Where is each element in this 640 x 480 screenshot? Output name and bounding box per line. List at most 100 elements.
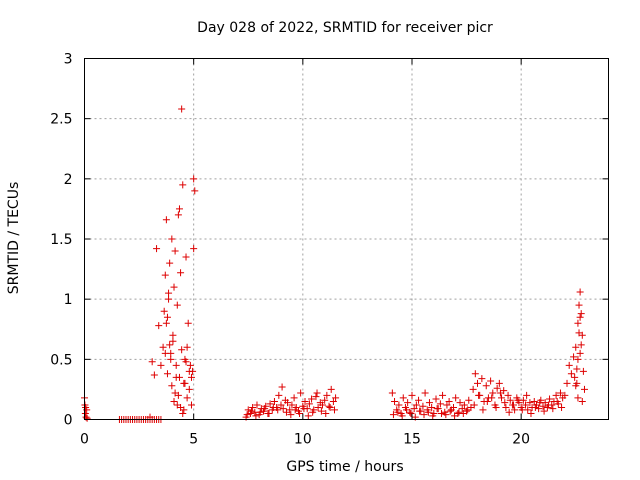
data-point bbox=[175, 205, 183, 213]
chart-title: Day 028 of 2022, SRMTID for receiver pic… bbox=[197, 20, 493, 36]
x-tick-label: 20 bbox=[512, 432, 530, 448]
data-point bbox=[442, 411, 450, 419]
y-tick-label: 3 bbox=[64, 52, 73, 68]
data-point bbox=[253, 401, 261, 409]
data-point bbox=[288, 401, 296, 409]
data-point bbox=[535, 405, 543, 413]
data-point bbox=[304, 412, 312, 420]
data-point bbox=[530, 397, 538, 405]
data-point bbox=[191, 187, 199, 195]
data-point bbox=[496, 389, 504, 397]
data-point bbox=[424, 408, 432, 416]
data-point bbox=[278, 383, 286, 391]
data-point bbox=[261, 405, 269, 413]
data-point bbox=[165, 289, 173, 297]
data-point bbox=[175, 373, 183, 381]
data-point bbox=[455, 408, 463, 416]
data-point bbox=[408, 391, 416, 399]
data-point bbox=[282, 408, 290, 416]
data-point bbox=[329, 397, 337, 405]
data-point bbox=[270, 397, 278, 405]
data-point bbox=[479, 406, 487, 414]
data-point bbox=[449, 403, 457, 411]
data-point bbox=[183, 394, 191, 402]
data-point bbox=[181, 379, 189, 387]
data-point bbox=[187, 373, 195, 381]
data-point bbox=[169, 337, 177, 345]
data-point bbox=[540, 407, 548, 415]
data-point bbox=[522, 401, 530, 409]
data-point bbox=[410, 405, 418, 413]
data-point bbox=[182, 253, 190, 261]
data-point bbox=[248, 407, 256, 415]
data-point bbox=[407, 409, 415, 417]
y-tick-label: 1.5 bbox=[50, 232, 72, 248]
data-point bbox=[178, 105, 186, 113]
data-point bbox=[182, 358, 190, 366]
data-point bbox=[432, 395, 440, 403]
data-point bbox=[323, 391, 331, 399]
data-point bbox=[279, 405, 287, 413]
data-point bbox=[148, 358, 156, 366]
data-point bbox=[580, 385, 588, 393]
data-point bbox=[153, 245, 161, 253]
data-point bbox=[549, 405, 557, 413]
data-point bbox=[416, 407, 424, 415]
data-point bbox=[322, 409, 330, 417]
data-point bbox=[502, 403, 510, 411]
data-point bbox=[190, 175, 198, 183]
data-point bbox=[575, 329, 583, 337]
data-point bbox=[428, 403, 436, 411]
y-tick-label: 2 bbox=[64, 172, 73, 188]
data-point bbox=[443, 401, 451, 409]
data-point bbox=[332, 394, 340, 402]
data-point bbox=[456, 399, 464, 407]
data-point bbox=[552, 391, 560, 399]
data-point bbox=[488, 394, 496, 402]
data-point bbox=[290, 394, 298, 402]
data-point bbox=[445, 397, 453, 405]
data-point bbox=[274, 406, 282, 414]
data-point bbox=[178, 346, 186, 354]
data-point bbox=[244, 406, 252, 414]
data-point bbox=[300, 405, 308, 413]
data-point bbox=[391, 397, 399, 405]
data-point bbox=[474, 379, 481, 387]
data-point bbox=[458, 405, 466, 413]
data-point bbox=[504, 391, 512, 399]
data-point bbox=[162, 319, 170, 327]
data-point bbox=[243, 411, 251, 419]
data-point bbox=[326, 403, 334, 411]
data-point bbox=[160, 307, 168, 315]
data-point bbox=[574, 394, 582, 402]
data-point bbox=[487, 377, 495, 385]
data-point bbox=[576, 349, 584, 357]
data-point bbox=[563, 379, 571, 387]
data-point bbox=[558, 403, 566, 411]
data-point bbox=[317, 407, 325, 415]
data-point bbox=[291, 406, 299, 414]
data-point bbox=[252, 412, 260, 420]
data-point bbox=[168, 382, 176, 390]
data-point bbox=[161, 349, 169, 357]
data-point bbox=[167, 355, 175, 363]
data-point bbox=[556, 389, 564, 397]
data-point bbox=[169, 331, 177, 339]
data-point bbox=[536, 399, 544, 407]
x-tick-label: 10 bbox=[294, 432, 312, 448]
data-point bbox=[161, 271, 169, 279]
data-point bbox=[523, 391, 531, 399]
data-point bbox=[163, 313, 171, 321]
data-point bbox=[464, 406, 472, 414]
data-point bbox=[170, 283, 178, 291]
data-point bbox=[403, 406, 411, 414]
data-point bbox=[573, 365, 581, 373]
data-point bbox=[572, 382, 580, 390]
data-point bbox=[429, 412, 437, 420]
data-point bbox=[269, 403, 277, 411]
data-point bbox=[436, 400, 444, 408]
data-point bbox=[460, 401, 468, 409]
axis-ticks: 0 5 10 15 20 0 0.5 1 1.5 2 2.5 3 bbox=[50, 52, 609, 448]
data-point bbox=[518, 406, 526, 414]
